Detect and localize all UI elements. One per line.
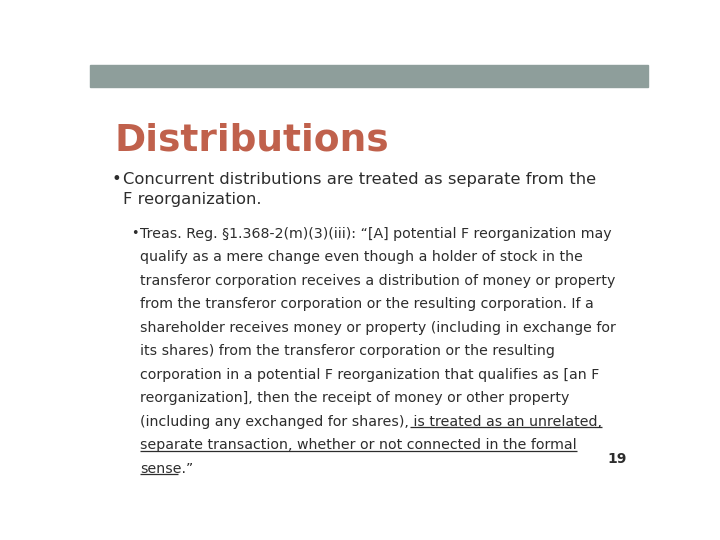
Text: corporation in a potential F reorganization that qualifies as [an F: corporation in a potential F reorganizat…: [140, 368, 600, 382]
Text: 19: 19: [608, 451, 627, 465]
Text: qualify as a mere change even though a holder of stock in the: qualify as a mere change even though a h…: [140, 251, 583, 265]
Text: sense.”: sense.”: [140, 462, 194, 476]
Text: shareholder receives money or property (including in exchange for: shareholder receives money or property (…: [140, 321, 616, 335]
Text: •: •: [131, 227, 138, 240]
Text: Concurrent distributions are treated as separate from the
F reorganization.: Concurrent distributions are treated as …: [124, 172, 597, 207]
Text: from the transferor corporation or the resulting corporation. If a: from the transferor corporation or the r…: [140, 298, 594, 312]
Text: separate transaction, whether or not connected in the formal: separate transaction, whether or not con…: [140, 438, 577, 453]
Text: •: •: [111, 172, 121, 187]
Text: Distributions: Distributions: [114, 122, 390, 158]
Text: Treas. Reg. §1.368-2(m)(3)(iii): “[A] potential F reorganization may: Treas. Reg. §1.368-2(m)(3)(iii): “[A] po…: [140, 227, 612, 241]
Text: transferor corporation receives a distribution of money or property: transferor corporation receives a distri…: [140, 274, 616, 288]
Text: reorganization], then the receipt of money or other property: reorganization], then the receipt of mon…: [140, 392, 570, 406]
Text: its shares) from the transferor corporation or the resulting: its shares) from the transferor corporat…: [140, 345, 555, 359]
Text: (including any exchanged for shares), is treated as an unrelated,: (including any exchanged for shares), is…: [140, 415, 602, 429]
Bar: [90, 65, 648, 87]
